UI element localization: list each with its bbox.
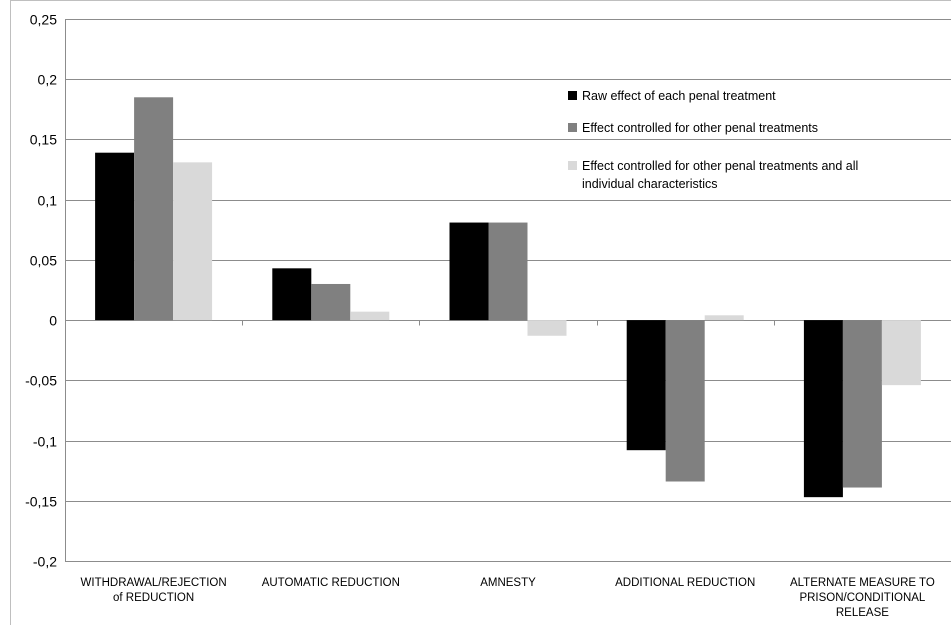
legend: Raw effect of each penal treatment Effect… [568,89,858,191]
bar-1 [272,268,312,321]
legend-label: Effect controlled for other penal treatm… [582,159,858,191]
legend-swatch [568,123,577,132]
x-category-label: ADDITIONAL REDUCTION [615,577,755,589]
x-axis-labels: WITHDRAWAL/REJECTION of REDUCTION AUTOMATI… [81,577,935,619]
legend-swatch [568,91,577,100]
bar-3 [704,315,744,321]
bars [95,97,921,498]
y-tick-label: 0,2 [38,72,58,88]
y-tick-label: 0,15 [30,132,57,148]
bar-3 [173,162,213,321]
x-category-label: ALTERNATE MEASURE TO PRISON/CONDITIONAL RE… [790,577,935,619]
bar-2 [665,320,705,482]
y-tick-label: -0,2 [33,554,57,570]
y-tick-label: -0,05 [25,373,57,389]
bar-1 [803,320,843,498]
bar-2 [488,222,528,321]
bar-1 [449,222,489,321]
y-tick-label: 0,25 [30,12,57,28]
y-axis-labels: 0,25 0,2 0,15 0,1 0,05 0 -0,05 -0,1 -0,15 -0,2 [25,12,57,570]
y-tick-label: -0,1 [33,434,57,450]
x-category-label: AMNESTY [480,577,536,589]
legend-swatch [568,161,577,170]
bar-2 [134,97,174,321]
bar-3 [350,311,390,321]
x-category-label: AUTOMATIC REDUCTION [262,577,400,589]
y-tick-label: 0,1 [38,193,58,209]
bar-3 [881,320,921,386]
x-category-label: WITHDRAWAL/REJECTION of REDUCTION [81,577,227,604]
bar-2 [311,283,351,321]
y-tick-label: 0 [49,313,57,329]
axes [10,0,951,625]
y-tick-label: -0,15 [25,494,57,510]
bar-2 [842,320,882,488]
legend-label: Effect controlled for other penal treatm… [582,121,818,135]
bar-1 [95,152,135,321]
y-tick-label: 0,05 [30,253,57,269]
bar-3 [527,320,567,336]
bar-1 [626,320,666,451]
legend-label: Raw effect of each penal treatment [582,89,776,103]
gridlines [65,19,951,562]
